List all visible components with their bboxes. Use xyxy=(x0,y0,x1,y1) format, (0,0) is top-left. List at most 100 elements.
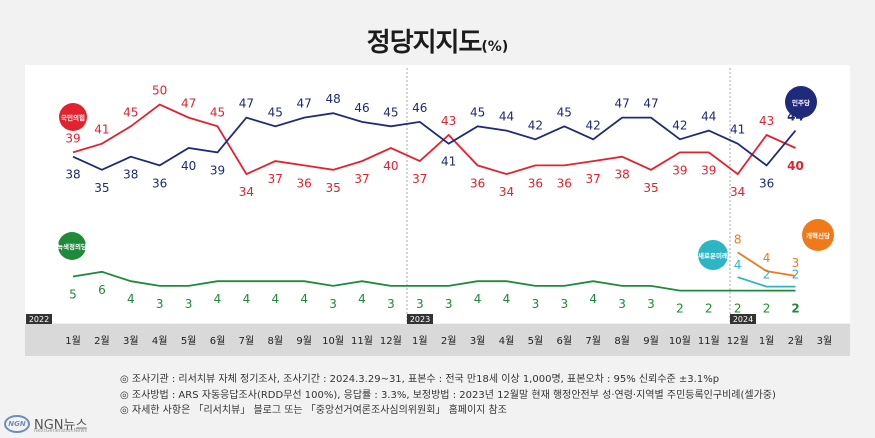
series-line-reform xyxy=(737,251,796,277)
month-tick-label: 9월 xyxy=(296,335,312,347)
reform-badge-label: 개혁신당 xyxy=(806,231,830,240)
month-tick-label: 1월 xyxy=(65,335,81,347)
data-label-justice: 4 xyxy=(243,292,251,306)
data-label-dp: 48 xyxy=(325,92,340,106)
data-label-dp: 47 xyxy=(297,97,312,111)
month-tick-label: 6월 xyxy=(210,335,226,347)
ppp-badge-label: 국민의힘 xyxy=(61,113,85,122)
data-label-justice: 4 xyxy=(271,292,279,306)
justice-badge-label: 녹색정의당 xyxy=(57,242,87,251)
data-label-ppp: 39 xyxy=(672,163,687,177)
month-tick-label: 3월 xyxy=(817,335,833,347)
data-label-dp: 42 xyxy=(672,118,687,132)
data-label-dp: 46 xyxy=(412,101,427,115)
data-label-dp: 42 xyxy=(528,118,543,132)
survey-notes: ◎ 조사기관 : 리서치뷰 자체 정기조사, 조사기간 : 2024.3.29~… xyxy=(120,372,776,419)
data-label-justice: 4 xyxy=(474,292,482,306)
data-label-ppp: 34 xyxy=(499,185,514,199)
month-tick-label: 7월 xyxy=(585,335,601,347)
month-tick-label: 8월 xyxy=(268,335,284,347)
data-label-dp: 38 xyxy=(65,168,80,182)
data-label-ppp: 40 xyxy=(383,159,398,173)
month-tick-label: 9월 xyxy=(643,335,659,347)
note-line: ◎ 자세한 사항은 「리서치뷰」 블로그 또는 「중앙선거여론조사심의위원회」 … xyxy=(120,405,507,416)
data-label-ppp: 37 xyxy=(412,172,427,186)
data-label-dp: 45 xyxy=(383,105,398,119)
data-label-justice: 4 xyxy=(214,292,222,306)
data-label-justice: 3 xyxy=(387,297,395,311)
dp-badge-label: 민주당 xyxy=(792,98,810,107)
brand-sub: NextGenerationNews xyxy=(34,428,88,434)
data-label-ppp: 37 xyxy=(268,172,283,186)
data-label-justice: 2 xyxy=(791,302,799,316)
data-label-newfuture: 4 xyxy=(734,258,742,272)
justice-badge-icon xyxy=(58,232,86,260)
month-tick-label: 10월 xyxy=(322,335,344,347)
series-line-dp xyxy=(72,112,797,171)
data-label-newfuture: 2 xyxy=(792,268,800,282)
data-label-dp: 39 xyxy=(210,163,225,177)
data-label-justice: 3 xyxy=(416,297,424,311)
data-label-ppp: 35 xyxy=(325,181,340,195)
data-label-ppp: 43 xyxy=(759,114,774,128)
data-label-dp: 47 xyxy=(239,97,254,111)
data-label-reform: 8 xyxy=(734,232,742,246)
brand: NGN NGN뉴스 NextGenerationNews xyxy=(4,414,88,434)
chart-title: 정당지지도(%) xyxy=(366,28,509,58)
series-line-justice xyxy=(72,270,796,292)
data-label-dp: 40 xyxy=(181,159,196,173)
month-tick-label: 1월 xyxy=(759,335,775,347)
month-tick-label: 10월 xyxy=(669,335,691,347)
data-label-dp: 45 xyxy=(557,105,572,119)
data-label-ppp: 39 xyxy=(65,131,80,145)
month-tick-label: 7월 xyxy=(239,335,255,347)
note-line: ◎ 조사방법 : ARS 자동응답조사(RDD무선 100%), 응답률 : 3… xyxy=(120,389,776,401)
data-label-ppp: 37 xyxy=(586,172,601,186)
data-label-ppp: 41 xyxy=(94,123,109,137)
data-label-dp: 45 xyxy=(470,105,485,119)
data-label-ppp: 35 xyxy=(643,181,658,195)
data-label-justice: 3 xyxy=(560,297,568,311)
newfuture-badge-icon xyxy=(698,240,728,270)
data-label-justice: 4 xyxy=(300,292,308,306)
data-label-ppp: 36 xyxy=(528,176,543,190)
data-label-dp: 45 xyxy=(268,105,283,119)
data-label-dp: 44 xyxy=(499,110,514,124)
year-label: 2024 xyxy=(733,315,753,324)
plot-area xyxy=(25,65,850,323)
data-label-justice: 4 xyxy=(358,292,366,306)
data-label-justice: 5 xyxy=(69,288,77,302)
data-label-ppp: 37 xyxy=(354,172,369,186)
data-label-newfuture: 2 xyxy=(763,268,771,282)
data-label-dp: 46 xyxy=(354,101,369,115)
year-label: 2023 xyxy=(410,315,430,324)
month-tick-label: 5월 xyxy=(528,335,544,347)
year-label-bg xyxy=(730,314,756,324)
data-label-ppp: 50 xyxy=(152,84,167,98)
data-label-ppp: 43 xyxy=(441,114,456,128)
data-label-ppp: 45 xyxy=(210,105,225,119)
brand-name: NGN뉴스 xyxy=(34,418,88,433)
data-label-dp: 42 xyxy=(586,118,601,132)
reform-badge-icon xyxy=(802,219,834,251)
month-tick-label: 4월 xyxy=(152,335,168,347)
data-label-ppp: 38 xyxy=(614,168,629,182)
month-tick-label: 11월 xyxy=(351,335,373,347)
newfuture-badge-label: 새로운미래 xyxy=(698,251,728,260)
data-label-justice: 3 xyxy=(618,297,626,311)
data-label-ppp: 40 xyxy=(787,159,804,173)
data-label-dp: 47 xyxy=(643,97,658,111)
title-unit: (%) xyxy=(481,39,509,55)
month-tick-label: 1월 xyxy=(412,335,428,347)
month-tick-label: 6월 xyxy=(557,335,573,347)
month-tick-label: 12월 xyxy=(727,335,749,347)
data-label-justice: 3 xyxy=(647,297,655,311)
data-label-ppp: 36 xyxy=(297,176,312,190)
month-tick-label: 11월 xyxy=(698,335,720,347)
data-label-justice: 4 xyxy=(127,292,135,306)
month-tick-label: 2월 xyxy=(441,335,457,347)
month-tick-label: 8월 xyxy=(614,335,630,347)
data-label-ppp: 36 xyxy=(470,176,485,190)
data-label-reform: 4 xyxy=(763,251,771,265)
